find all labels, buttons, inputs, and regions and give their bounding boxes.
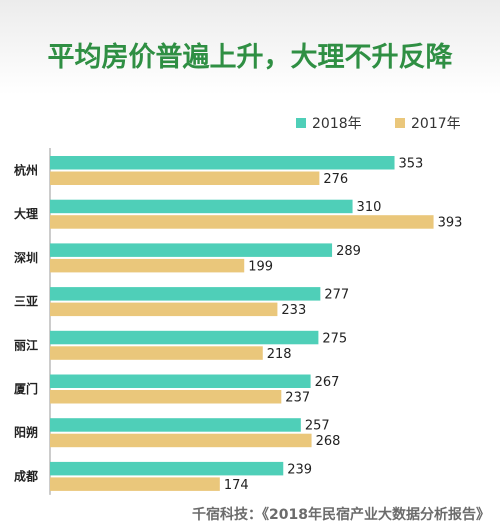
value-label-2-1: 199	[248, 259, 273, 274]
bar-6-0	[50, 418, 301, 432]
value-label-7-0: 239	[287, 462, 312, 477]
category-label-3: 三亚	[14, 295, 38, 309]
value-label-1-1: 393	[438, 216, 463, 231]
value-label-3-1: 233	[281, 303, 306, 318]
category-label-2: 深圳	[14, 250, 38, 265]
category-label-7: 成都	[14, 468, 38, 483]
value-label-5-0: 267	[315, 375, 340, 390]
category-label-1: 大理	[14, 206, 38, 221]
category-label-6: 阳朔	[14, 425, 38, 440]
bar-0-1	[50, 171, 320, 185]
legend-swatch-1	[395, 118, 405, 128]
bar-5-0	[50, 374, 311, 388]
bar-7-0	[50, 461, 284, 476]
bar-5-1	[50, 390, 282, 404]
legend-label-0: 2018年	[312, 116, 362, 132]
bar-7-1	[50, 477, 220, 491]
bar-2-1	[50, 258, 245, 273]
value-label-4-0: 275	[322, 331, 347, 346]
bar-0-0	[50, 156, 395, 170]
legend-label-1: 2017年	[411, 116, 461, 132]
bar-6-1	[50, 433, 312, 448]
value-label-0-0: 353	[399, 157, 424, 172]
value-label-5-1: 237	[285, 391, 310, 406]
category-label-0: 杭州	[14, 163, 38, 178]
value-label-6-0: 257	[305, 419, 330, 434]
value-label-1-0: 310	[357, 200, 382, 215]
category-label-4: 丽江	[14, 337, 38, 352]
value-label-4-1: 218	[267, 347, 292, 362]
value-label-7-1: 174	[224, 478, 249, 493]
chart-title: 平均房价普遍上升，大理不升反降	[47, 42, 453, 73]
bar-4-1	[50, 346, 263, 360]
header-band	[0, 0, 500, 95]
legend-swatch-0	[296, 118, 306, 128]
source-note: 千宿科技：《2018年民宿产业大数据分析报告》	[192, 507, 490, 523]
bar-4-0	[50, 330, 319, 345]
category-label-5: 厦门	[14, 381, 38, 396]
value-label-6-1: 268	[316, 434, 341, 449]
value-label-2-0: 289	[336, 244, 361, 259]
bar-3-0	[50, 287, 321, 301]
bar-2-0	[50, 243, 333, 257]
value-label-0-1: 276	[323, 172, 348, 187]
value-label-3-0: 277	[324, 288, 349, 303]
bar-1-0	[50, 199, 353, 214]
bar-3-1	[50, 302, 278, 317]
bar-1-1	[50, 215, 434, 229]
